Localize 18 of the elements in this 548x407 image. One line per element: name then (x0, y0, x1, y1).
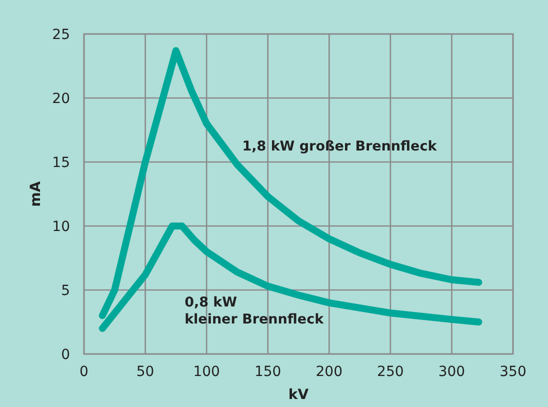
y-axis-title: mA (28, 181, 44, 207)
x-tick-label: 200 (316, 364, 343, 380)
x-tick-label: 0 (80, 364, 88, 380)
series-label: 0,8 kW kleiner Brennfleck (184, 294, 325, 328)
x-tick-label: 50 (136, 364, 154, 380)
x-tick-label: 150 (254, 364, 282, 380)
y-tick-label: 25 (52, 27, 70, 43)
x-tick-label: 100 (193, 364, 220, 380)
y-tick-label: 15 (52, 155, 70, 171)
x-axis-title: kV (288, 387, 309, 403)
y-tick-label: 20 (52, 91, 70, 107)
y-tick-label: 0 (61, 347, 70, 363)
y-tick-label: 5 (61, 283, 70, 299)
x-tick-label: 300 (438, 364, 466, 380)
x-tick-label: 350 (500, 364, 526, 380)
x-tick-label: 250 (377, 364, 404, 380)
series-label: 1,8 kW großer Brennfleck (242, 138, 438, 155)
y-tick-label: 10 (52, 219, 70, 235)
